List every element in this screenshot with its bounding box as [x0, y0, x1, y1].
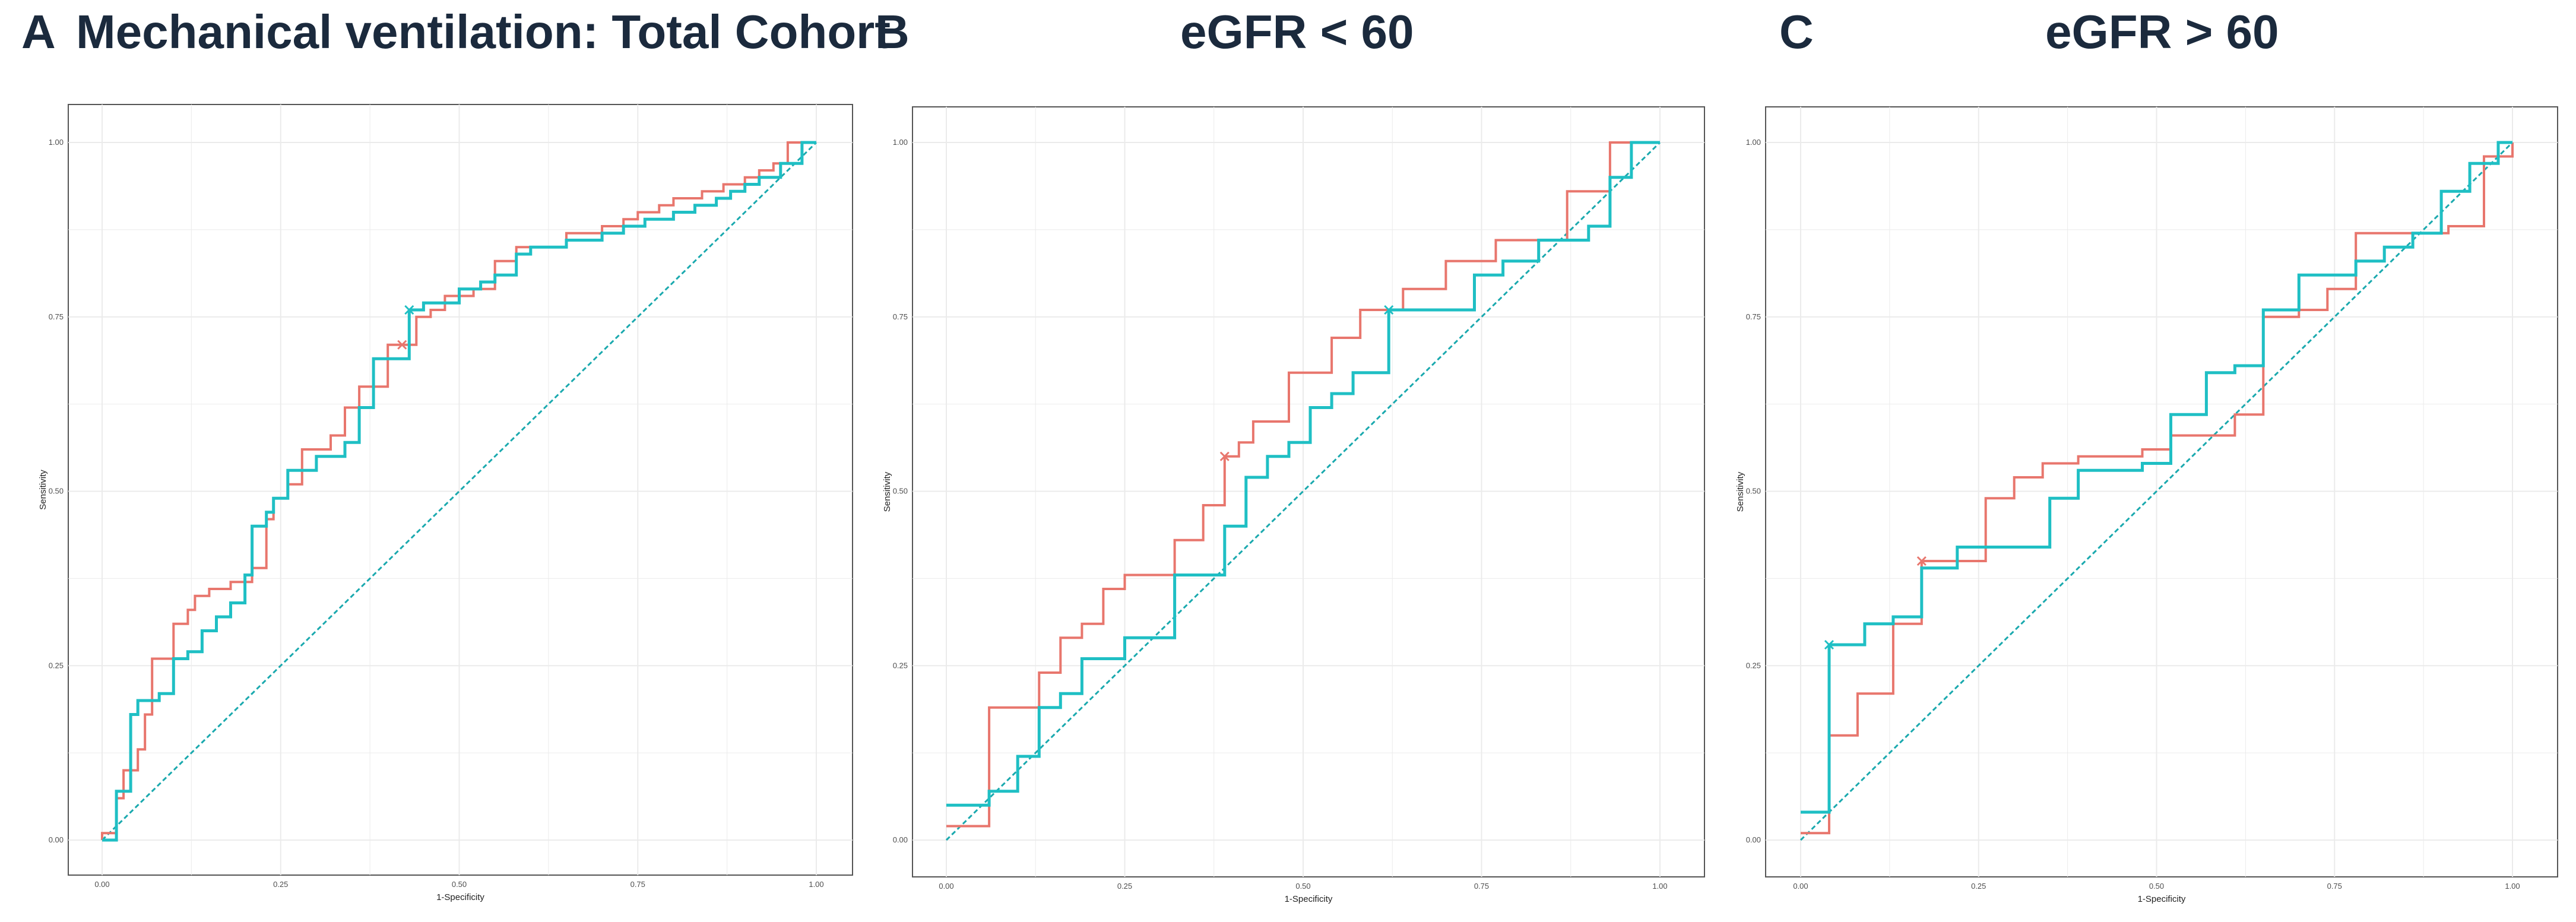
panel-b-reference-line [945, 141, 1661, 841]
panel-a-title: Mechanical ventilation: Total Cohort [76, 5, 891, 58]
panel-b-y-tick-label: 0.75 [893, 312, 908, 321]
panel-c-x-axis-label: 1-Specificity [2138, 894, 2186, 904]
panel-b-x-tick-label: 0.50 [1295, 882, 1310, 891]
panel-b-roc-series-2 [946, 141, 1660, 807]
panel-c-title: eGFR > 60 [2045, 5, 2279, 58]
panel-b-y-tick-label: 0.25 [893, 661, 908, 670]
panel-b-plot: 0.00 0.25 0.50 0.75 1.00 0.00 0.25 0.50 0.75 1.00… [882, 106, 1705, 904]
panel-a-letter: A [21, 5, 56, 58]
panel-a-y-tick-label: 1.00 [49, 138, 64, 147]
panel-b-y-axis-label: Sensitivity [882, 471, 892, 512]
panel-b-x-tick-label: 0.75 [1474, 882, 1489, 891]
panel-b-roc-series-1 [946, 141, 1660, 828]
panel-a-y-tick-label: 0.75 [49, 312, 64, 321]
panel-a-roc-series-1 [101, 141, 816, 840]
panel-a-x-tick-label: 0.00 [94, 880, 109, 889]
panel-c-roc-series-2 [1801, 141, 2512, 814]
panel-c-x-tick-label: 0.75 [2327, 882, 2342, 891]
panel-a-y-tick-label: 0.00 [49, 835, 64, 844]
panel-a-frame [68, 104, 853, 876]
panel-b-y-tick-label: 0.50 [893, 487, 908, 496]
panel-b-x-tick-label: 0.00 [939, 882, 953, 891]
panel-c-x-tick-label: 0.00 [1793, 882, 1808, 891]
panel-b-letter: B [875, 5, 910, 58]
panel-c-y-tick-label: 0.00 [1746, 835, 1761, 844]
panel-c-reference-line [1799, 141, 2514, 841]
panel-c-x-tick-label: 0.50 [2149, 882, 2164, 891]
panel-a-x-tick-label: 0.75 [630, 880, 645, 889]
panel-b-x-tick-label: 0.25 [1117, 882, 1132, 891]
panel-c-y-tick-label: 1.00 [1746, 138, 1761, 147]
panel-a-x-tick-label: 0.50 [452, 880, 467, 889]
panel-c-cutoff-marker-1 [1916, 556, 1927, 566]
panel-b-title: eGFR < 60 [1180, 5, 1414, 58]
panel-c-cutoff-marker-2 [1824, 639, 1834, 650]
panel-c-y-tick-label: 0.25 [1746, 661, 1761, 670]
panel-c-plot: 0.00 0.25 0.50 0.75 1.00 0.00 0.25 0.50 0.75 1.00… [1735, 106, 2558, 904]
panel-a-reference-line [101, 141, 818, 841]
panel-a-cutoff-marker-2 [404, 305, 414, 315]
panel-c-y-tick-label: 0.50 [1746, 487, 1761, 496]
panel-a-roc-series-2 [102, 141, 816, 842]
panel-a-y-tick-label: 0.50 [49, 487, 64, 496]
panel-c-y-axis-label: Sensitivity [1735, 471, 1745, 512]
panel-a-cutoff-marker-1 [397, 340, 407, 350]
panel-a-y-axis-label: Sensitivity [38, 470, 48, 510]
panel-c-x-tick-label: 0.25 [1971, 882, 1986, 891]
panel-b-y-tick-label: 1.00 [893, 138, 908, 147]
panel-a-x-tick-label: 0.25 [273, 880, 288, 889]
panel-c-y-tick-label: 0.75 [1746, 312, 1761, 321]
panel-c-x-tick-label: 1.00 [2505, 882, 2520, 891]
panel-b-y-tick-label: 0.00 [893, 835, 908, 844]
panel-b-cutoff-marker-2 [1384, 305, 1394, 315]
panel-a-plot: 0.00 0.25 0.50 0.75 1.00 0.00 0.25 0.50 0.75 1.00… [38, 104, 853, 902]
panel-a-x-axis-label: 1-Specificity [436, 892, 484, 902]
panel-a-y-tick-label: 0.25 [49, 661, 64, 670]
panel-b-x-axis-label: 1-Specificity [1285, 894, 1333, 904]
panel-b-cutoff-marker-1 [1219, 451, 1230, 461]
panel-c-letter: C [1779, 5, 1814, 58]
panel-a-x-tick-label: 1.00 [809, 880, 823, 889]
panel-b-x-tick-label: 1.00 [1652, 882, 1667, 891]
